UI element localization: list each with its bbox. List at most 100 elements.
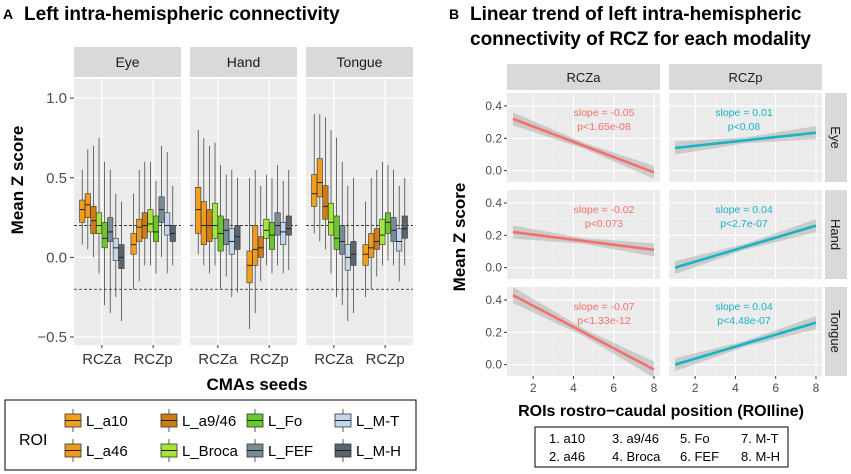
legend-label: L_Fo (268, 413, 302, 430)
box-iqr (384, 212, 391, 234)
p-value-label: p<1.33e-12 (577, 315, 631, 327)
box-hand-rcza-lmh (234, 177, 241, 293)
box-eye-rczp-la946 (141, 161, 148, 266)
x-tick-label-rcza: RCZa (198, 351, 238, 368)
p-value-label: p<4.48e-07 (717, 315, 771, 327)
roi-key-item: 7. M-T (741, 431, 779, 446)
x-tick-label-rczp: RCZp (250, 351, 289, 368)
box-iqr (164, 212, 171, 236)
panel-b-facets: RCZa RCZp Eye Hand Tongue slope = -0.05 p<1.65… (485, 64, 847, 395)
box-iqr (401, 215, 408, 239)
p-value-label: p<1.65e-08 (577, 121, 631, 133)
box-iqr (136, 218, 143, 242)
facet-label-tongue: Tongue (337, 54, 383, 70)
box-iqr (79, 199, 86, 223)
box-iqr (373, 228, 380, 250)
facet-plot-bg (507, 93, 660, 182)
slope-label: slope = -0.07 (573, 301, 634, 313)
panel-b-letter: B (449, 6, 459, 22)
box-iqr (263, 218, 270, 239)
y-tick-label: 0.4 (485, 196, 502, 210)
box-iqr (112, 237, 119, 261)
facet-plot-bg (306, 79, 413, 345)
x-tick-label: 4 (570, 381, 577, 395)
roi-key: 1. a10 3. a9/46 5. Fo 7. M-T 2. a46 4. Broca 6… (534, 426, 789, 468)
facet-plot-bg (669, 190, 822, 279)
box-eye-rcza-lmh (118, 201, 125, 322)
panel-b-x-label: ROIs rostro−caudal position (ROIline) (518, 403, 804, 420)
row-strip-tongue (825, 287, 847, 376)
box-hand-rcza-la10 (195, 129, 202, 255)
box-hand-rczp-la946 (257, 185, 264, 282)
box-iqr (274, 212, 281, 236)
y-tick-label: 0.0 (485, 261, 502, 275)
legend-label: L_a9/46 (182, 413, 236, 430)
p-value-label: p<0.073 (585, 218, 623, 230)
box-iqr (350, 241, 357, 266)
box-iqr (147, 209, 154, 233)
row-strip-hand (825, 190, 847, 279)
legend-label: L_a10 (86, 413, 128, 430)
x-tick-label-rcza: RCZa (82, 351, 122, 368)
legend-items: L_a10 L_a9/46 L_Fo L_M-T L_a46 L_Broca L_FEF L_… (64, 409, 401, 462)
roi-key-item: 4. Broca (612, 449, 661, 464)
box-iqr (396, 228, 403, 252)
box-eye-rcza-la46 (84, 149, 91, 250)
y-tick-label: −0.5 (37, 329, 67, 346)
roi-key-item: 5. Fo (680, 431, 710, 446)
slope-label: slope = -0.05 (573, 107, 634, 119)
box-eye-rczp-lfo (152, 180, 159, 274)
box-iqr (268, 222, 275, 250)
p-value-label: p<0.08 (728, 121, 761, 133)
roi-key-item: 2. a46 (549, 449, 585, 464)
roi-key-frame (534, 426, 789, 468)
panel-a: A Left intra-hemispheric connectivity Ey… (3, 4, 417, 471)
row-strip-label-tongue: Tongue (828, 310, 843, 353)
legend-key-lfef (246, 439, 264, 462)
box-eye-rczp-la10 (130, 193, 137, 290)
facet-label-eye: Eye (115, 54, 139, 70)
box-eye-rczp-lmt (164, 152, 171, 274)
box-iqr (316, 158, 323, 198)
panel-b-y-label: Mean Z score (450, 183, 469, 292)
box-iqr (234, 225, 241, 250)
y-tick-label: 0.4 (485, 99, 502, 113)
box-tongue-rcza-lmh (350, 177, 357, 314)
box-iqr (101, 222, 108, 249)
box-iqr (246, 250, 253, 284)
col-strip-rcza (507, 64, 660, 90)
x-tick-label-rczp: RCZp (366, 351, 405, 368)
roi-key-items: 1. a10 3. a9/46 5. Fo 7. M-T 2. a46 4. Broca 6… (549, 431, 780, 464)
roi-key-item: 3. a9/46 (612, 431, 659, 446)
box-eye-rcza-lfef (107, 169, 114, 314)
y-tick-label: 0.2 (485, 325, 502, 339)
trend-line-tongue-rczp (674, 321, 817, 366)
trend-line-tongue-rcza (512, 293, 655, 371)
roi-key-item: 1. a10 (549, 431, 585, 446)
box-iqr (90, 206, 97, 234)
y-tick-label: 0.0 (485, 164, 502, 178)
legend-key-lmt (334, 409, 352, 432)
box-iqr (200, 201, 207, 245)
col-strip-label-rczp: RCZp (729, 70, 763, 85)
legend-title: ROI (19, 432, 47, 449)
box-iqr (322, 185, 329, 220)
box-tongue-rcza-la46 (316, 114, 323, 242)
legend-frame (4, 399, 417, 471)
legend-key-la10 (64, 409, 82, 432)
legend-label: L_M-T (356, 413, 399, 430)
legend-key-lbroca (160, 439, 178, 462)
box-iqr (96, 212, 103, 234)
panel-a-letter: A (3, 6, 13, 22)
col-strip-label-rcza: RCZa (567, 70, 602, 85)
facet-label-hand: Hand (227, 54, 260, 70)
y-tick-label: 1.0 (46, 90, 67, 107)
panel-a-title: Left intra-hemispheric connectivity (24, 4, 340, 25)
trend-line-hand-rcza (512, 230, 655, 252)
box-tongue-rczp-lmh (401, 177, 408, 266)
roi-key-item: 8. M-H (741, 449, 780, 464)
box-iqr (107, 217, 114, 242)
box-eye-rczp-lbroca (147, 161, 154, 266)
box-hand-rczp-la10 (246, 177, 253, 330)
